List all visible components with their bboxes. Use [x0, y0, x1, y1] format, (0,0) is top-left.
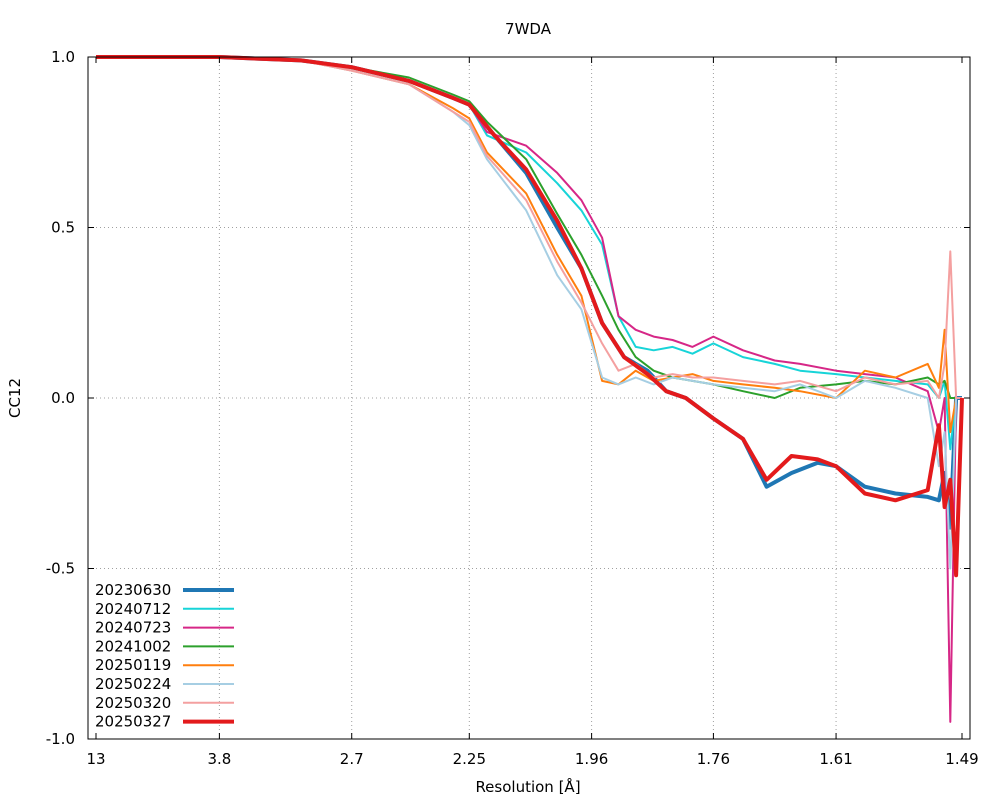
legend-label: 20240723 — [95, 619, 171, 637]
x-tick-label: 2.25 — [453, 750, 486, 768]
y-tick-label: 1.0 — [51, 48, 75, 66]
x-tick-label: 2.7 — [340, 750, 364, 768]
series-layer — [96, 55, 964, 723]
series-line-20250119 — [96, 56, 962, 434]
series-line-20230630 — [96, 55, 962, 530]
series-line-20241002 — [96, 56, 962, 399]
legend-label: 20240712 — [95, 600, 171, 618]
series-line-20250327 — [96, 55, 964, 578]
y-tick-label: -1.0 — [46, 730, 75, 748]
x-tick-label: 3.8 — [207, 750, 231, 768]
legend-label: 20241002 — [95, 637, 171, 655]
legend: 2023063020240712202407232024100220250119… — [95, 581, 234, 731]
grid-layer — [88, 57, 970, 739]
legend-label: 20230630 — [95, 581, 171, 599]
ticks-layer: 13 3.8 2.7 2.25 1.96 1.76 1.61 1.49 -1.0 -0.5 0.0 0… — [46, 48, 979, 768]
chart-title: 7WDA — [505, 20, 552, 38]
y-axis-label: CC12 — [6, 378, 24, 418]
series-line-20250320 — [96, 56, 962, 399]
legend-label: 20250119 — [95, 656, 171, 674]
y-tick-label: -0.5 — [46, 560, 75, 578]
series-line-20250224 — [96, 56, 962, 570]
y-tick-label: 0.0 — [51, 389, 75, 407]
x-tick-label: 1.49 — [945, 750, 978, 768]
x-axis-label: Resolution [Å] — [475, 777, 580, 796]
x-tick-label: 1.96 — [575, 750, 608, 768]
y-tick-label: 0.5 — [51, 219, 75, 237]
x-tick-label: 1.76 — [697, 750, 730, 768]
x-tick-label: 13 — [86, 750, 105, 768]
legend-label: 20250224 — [95, 675, 171, 693]
legend-label: 20250320 — [95, 694, 171, 712]
x-tick-label: 1.61 — [819, 750, 852, 768]
legend-label: 20250327 — [95, 713, 171, 731]
